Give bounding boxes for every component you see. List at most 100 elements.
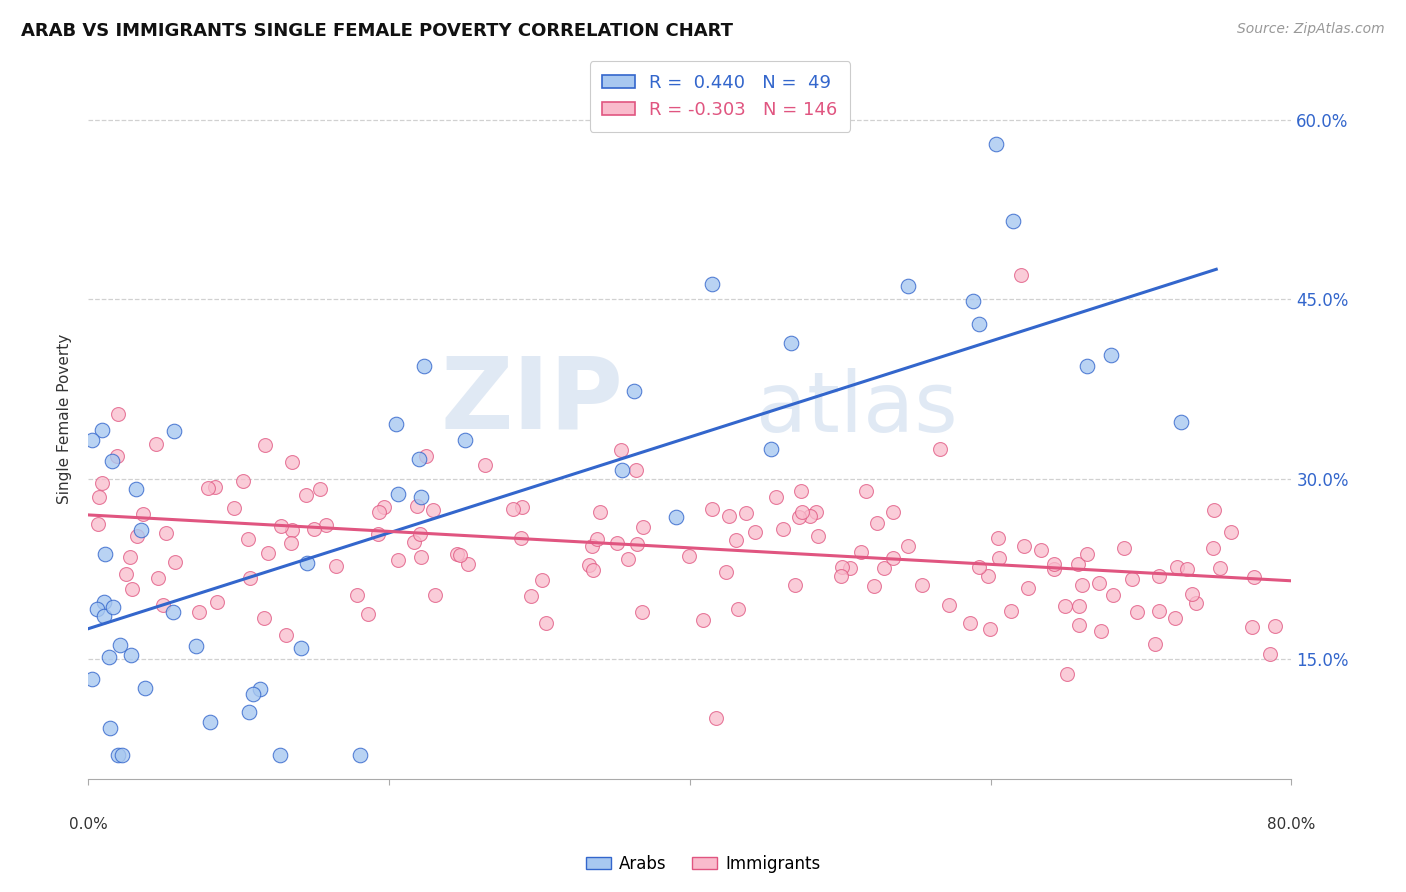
Point — [787, 509, 810, 524]
Point — [799, 509, 821, 524]
Point — [727, 602, 749, 616]
Point — [1090, 624, 1112, 638]
Text: 0.0%: 0.0% — [69, 817, 107, 832]
Point — [1264, 619, 1286, 633]
Point — [979, 622, 1001, 636]
Point — [346, 589, 368, 603]
Point — [280, 455, 302, 469]
Point — [269, 747, 291, 762]
Point — [93, 609, 115, 624]
Point — [765, 491, 787, 505]
Point — [1243, 570, 1265, 584]
Point — [520, 589, 543, 603]
Point — [1180, 587, 1202, 601]
Point — [474, 458, 496, 473]
Point — [446, 547, 468, 561]
Point — [121, 582, 143, 596]
Point — [239, 572, 262, 586]
Text: ARAB VS IMMIGRANTS SINGLE FEMALE POVERTY CORRELATION CHART: ARAB VS IMMIGRANTS SINGLE FEMALE POVERTY… — [21, 22, 733, 40]
Point — [984, 137, 1007, 152]
Point — [249, 681, 271, 696]
Point — [610, 442, 633, 457]
Point — [94, 547, 117, 561]
Point — [454, 433, 477, 447]
Point — [367, 526, 389, 541]
Point — [1012, 540, 1035, 554]
Point — [807, 529, 830, 543]
Point — [665, 509, 688, 524]
Point — [146, 571, 169, 585]
Point — [630, 605, 652, 619]
Point — [308, 482, 330, 496]
Text: ZIP: ZIP — [440, 352, 624, 450]
Point — [207, 595, 229, 609]
Point — [780, 335, 803, 350]
Point — [1202, 541, 1225, 556]
Point — [155, 526, 177, 541]
Point — [356, 607, 378, 621]
Point — [606, 536, 628, 550]
Point — [325, 558, 347, 573]
Point — [91, 423, 114, 437]
Point — [91, 475, 114, 490]
Point — [617, 552, 640, 566]
Point — [530, 574, 553, 588]
Point — [831, 559, 853, 574]
Point — [188, 606, 211, 620]
Point — [772, 522, 794, 536]
Point — [408, 526, 430, 541]
Point — [1102, 588, 1125, 602]
Point — [700, 277, 723, 291]
Point — [855, 484, 877, 499]
Legend: Arabs, Immigrants: Arabs, Immigrants — [579, 848, 827, 880]
Point — [111, 747, 134, 762]
Point — [692, 613, 714, 627]
Point — [253, 611, 276, 625]
Point — [411, 490, 433, 504]
Point — [790, 505, 813, 519]
Point — [145, 436, 167, 450]
Point — [851, 545, 873, 559]
Point — [783, 578, 806, 592]
Point — [1066, 557, 1088, 571]
Point — [623, 384, 645, 398]
Point — [959, 616, 981, 631]
Point — [976, 569, 998, 583]
Point — [115, 567, 138, 582]
Point — [929, 442, 952, 457]
Point — [98, 721, 121, 735]
Point — [87, 516, 110, 531]
Point — [387, 553, 409, 567]
Point — [1088, 576, 1111, 591]
Point — [911, 578, 934, 592]
Point — [1175, 562, 1198, 576]
Point — [163, 424, 186, 438]
Point — [1067, 599, 1090, 614]
Point — [1076, 547, 1098, 561]
Point — [198, 715, 221, 730]
Legend: R =  0.440   N =  49, R = -0.303   N = 146: R = 0.440 N = 49, R = -0.303 N = 146 — [589, 62, 851, 132]
Point — [626, 536, 648, 550]
Point — [80, 433, 103, 447]
Point — [873, 561, 896, 575]
Point — [257, 546, 280, 560]
Point — [101, 454, 124, 468]
Point — [744, 525, 766, 540]
Point — [373, 500, 395, 514]
Point — [1149, 569, 1171, 583]
Y-axis label: Single Female Poverty: Single Female Poverty — [58, 334, 72, 504]
Point — [232, 474, 254, 488]
Point — [866, 516, 889, 530]
Point — [162, 605, 184, 619]
Point — [152, 598, 174, 612]
Point — [1209, 561, 1232, 575]
Point — [678, 549, 700, 563]
Point — [578, 558, 600, 573]
Point — [862, 579, 884, 593]
Point — [1170, 415, 1192, 429]
Point — [295, 488, 318, 502]
Point — [581, 539, 603, 553]
Point — [1164, 611, 1187, 625]
Point — [1185, 596, 1208, 610]
Point — [163, 555, 186, 569]
